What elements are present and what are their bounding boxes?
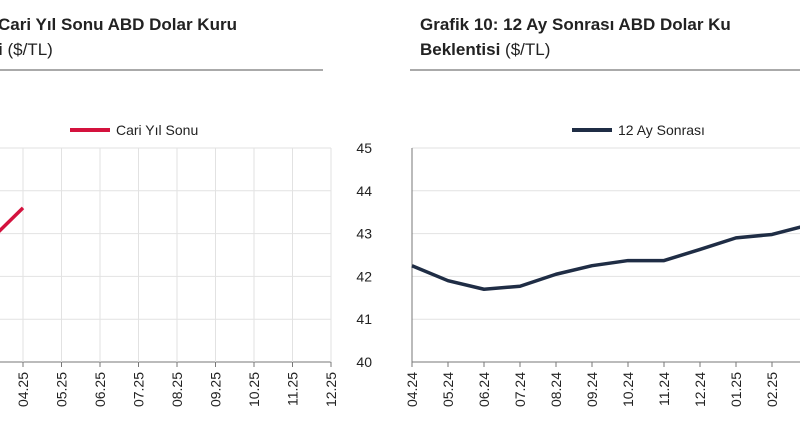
y-tick-label: 41 xyxy=(356,311,372,327)
x-tick-label: 04.25 xyxy=(15,372,31,407)
x-tick-label: 06.25 xyxy=(92,372,108,407)
chart-title: Cari Yıl Sonu ABD Dolar Kuru xyxy=(0,15,237,34)
x-tick-label: 07.24 xyxy=(512,372,528,407)
x-tick-label: 05.25 xyxy=(54,372,70,407)
x-tick-label: 08.25 xyxy=(169,372,185,407)
x-tick-label: 12.25 xyxy=(323,372,339,407)
x-tick-label: 09.25 xyxy=(208,372,224,407)
y-tick-label: 43 xyxy=(356,226,372,242)
chart-subtitle: Beklentisi ($/TL) xyxy=(420,40,550,59)
x-tick-label: 11.24 xyxy=(656,372,672,406)
chart-subtitle: i ($/TL) xyxy=(0,40,53,59)
line-series xyxy=(0,206,25,233)
chart-title: Grafik 10: 12 Ay Sonrası ABD Dolar Ku xyxy=(420,15,731,34)
x-tick-label: 04.24 xyxy=(404,372,420,407)
x-tick-label: 05.24 xyxy=(440,372,456,407)
legend-label: 12 Ay Sonrası xyxy=(618,122,705,138)
subtitle-text: i xyxy=(0,40,3,59)
x-tick-label: 11.25 xyxy=(285,372,301,406)
x-tick-label: 07.25 xyxy=(131,372,147,407)
y-tick-label: 42 xyxy=(356,268,372,284)
x-tick-label: 09.24 xyxy=(584,372,600,407)
x-tick-label: 08.24 xyxy=(548,372,564,407)
y-tick-label: 45 xyxy=(356,140,372,156)
x-tick-label: 10.25 xyxy=(246,372,262,407)
x-tick-label: 01.25 xyxy=(728,372,744,407)
x-tick-label: 10.24 xyxy=(620,372,636,407)
subtitle-text: Beklentisi xyxy=(420,40,500,59)
legend-label: Cari Yıl Sonu xyxy=(116,122,198,138)
unit: ($/TL) xyxy=(505,40,550,59)
y-tick-label: 40 xyxy=(356,354,372,370)
x-tick-label: 02.25 xyxy=(764,372,780,407)
x-tick-label: 06.24 xyxy=(476,372,492,407)
y-tick-label: 44 xyxy=(356,183,372,199)
x-tick-label: 12.24 xyxy=(692,372,708,407)
unit: ($/TL) xyxy=(7,40,52,59)
line-series xyxy=(411,225,800,291)
